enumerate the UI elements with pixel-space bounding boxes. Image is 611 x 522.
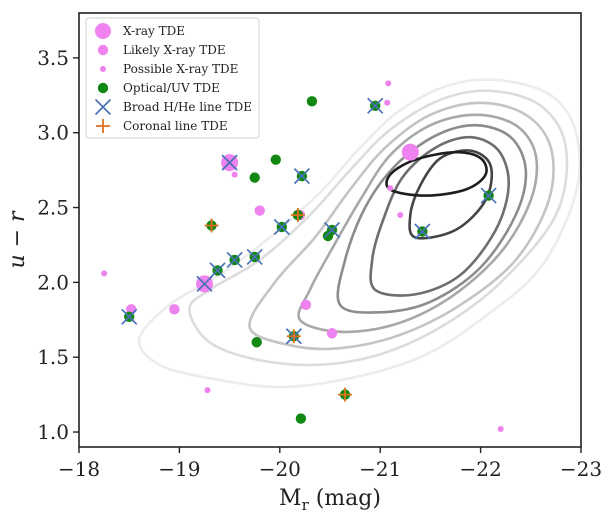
density-contour-2 bbox=[188, 89, 569, 367]
y-tick-label: 3.0 bbox=[37, 121, 69, 145]
legend: X-ray TDE Likely X-ray TDE Possible X-ray … bbox=[85, 17, 260, 139]
broad-line-tde-marker bbox=[414, 223, 431, 240]
x-tick-label: −21 bbox=[359, 457, 401, 481]
legend-likely-xray-tde-marker bbox=[97, 44, 109, 56]
optical-uv-tde-point bbox=[251, 337, 262, 348]
possible-xray-tde-point bbox=[231, 171, 238, 178]
x-tick-label: −22 bbox=[459, 457, 501, 481]
plot-frame bbox=[78, 12, 582, 448]
broad-line-tde-marker bbox=[209, 262, 226, 279]
x-tick-label: −18 bbox=[58, 457, 100, 481]
y-tick-label: 3.5 bbox=[37, 46, 69, 70]
legend-xray-tde-marker bbox=[95, 23, 111, 39]
x-axis-ticks: −18 −19 −20 −21 −22 −23 bbox=[58, 447, 602, 481]
optical-uv-tde-point bbox=[249, 172, 260, 183]
x-axis-label: Mr (mag) bbox=[279, 486, 381, 514]
broad-line-tde-marker bbox=[293, 168, 310, 185]
legend-label: X-ray TDE bbox=[123, 24, 185, 38]
density-contour-7 bbox=[408, 149, 494, 240]
possible-xray-tde-point bbox=[387, 185, 394, 192]
likely-xray-tde-point bbox=[169, 304, 180, 315]
series-likely-x-ray-tde bbox=[126, 205, 338, 339]
broad-line-tde-marker bbox=[196, 275, 213, 292]
broad-line-tde-marker bbox=[246, 248, 263, 266]
broad-line-tde-marker bbox=[226, 251, 243, 269]
xray-tde-point bbox=[401, 143, 419, 161]
legend-optical-uv-tde-marker bbox=[97, 82, 109, 94]
data-points-layer bbox=[101, 80, 504, 433]
coronal-line-tde-marker bbox=[338, 387, 353, 402]
y-tick-label: 1.5 bbox=[37, 345, 69, 369]
optical-uv-tde-point bbox=[306, 96, 318, 107]
y-tick-label: 2.5 bbox=[37, 196, 69, 220]
possible-xray-tde-point bbox=[385, 80, 392, 87]
series-coronal-line-tde bbox=[204, 208, 353, 402]
legend-label: Likely X-ray TDE bbox=[123, 43, 226, 57]
broad-line-tde-marker bbox=[323, 221, 341, 239]
y-tick-label: 1.0 bbox=[37, 420, 69, 444]
x-tick-label: −20 bbox=[259, 457, 301, 481]
coronal-line-tde-marker bbox=[290, 208, 305, 223]
broad-line-tde-marker bbox=[367, 97, 384, 114]
density-contour-6 bbox=[369, 135, 511, 297]
likely-xray-tde-point bbox=[300, 299, 312, 311]
likely-xray-tde-point bbox=[254, 205, 265, 216]
y-tick-label: 2.0 bbox=[37, 270, 69, 294]
legend-broad-line-tde-marker bbox=[94, 98, 112, 116]
optical-uv-tde-point bbox=[270, 154, 281, 165]
coronal-line-tde-marker bbox=[204, 218, 219, 233]
possible-xray-tde-point bbox=[384, 99, 391, 106]
y-axis-label: u − r bbox=[5, 210, 30, 269]
broad-line-tde-marker bbox=[121, 308, 138, 325]
possible-xray-tde-point bbox=[397, 212, 404, 219]
y-axis-ticks: 1.0 1.5 2.0 2.5 3.0 3.5 bbox=[37, 46, 79, 444]
x-tick-label: −19 bbox=[158, 457, 200, 481]
coronal-line-tde-marker bbox=[286, 329, 301, 344]
series-possible-x-ray-tde bbox=[101, 80, 504, 433]
legend-label: Broad H/He line TDE bbox=[123, 100, 252, 114]
broad-line-tde-marker bbox=[273, 218, 290, 236]
broad-line-tde-marker bbox=[480, 187, 497, 204]
legend-label: Possible X-ray TDE bbox=[123, 62, 238, 76]
possible-xray-tde-point bbox=[101, 270, 108, 277]
possible-xray-tde-point bbox=[204, 387, 211, 394]
legend-coronal-line-tde-marker bbox=[96, 119, 110, 133]
legend-label: Coronal line TDE bbox=[123, 119, 228, 133]
density-contour-3 bbox=[248, 101, 555, 351]
legend-possible-xray-tde-marker bbox=[100, 66, 106, 72]
density-contour-5 bbox=[336, 123, 528, 314]
likely-xray-tde-point bbox=[326, 328, 338, 339]
optical-uv-tde-point bbox=[295, 413, 307, 424]
possible-xray-tde-point bbox=[497, 426, 504, 433]
density-contour-8 bbox=[385, 150, 488, 197]
broad-line-tde-marker bbox=[221, 154, 238, 171]
legend-label: Optical/UV TDE bbox=[123, 81, 220, 95]
x-tick-label: −23 bbox=[560, 457, 602, 481]
legend-box bbox=[85, 17, 260, 139]
